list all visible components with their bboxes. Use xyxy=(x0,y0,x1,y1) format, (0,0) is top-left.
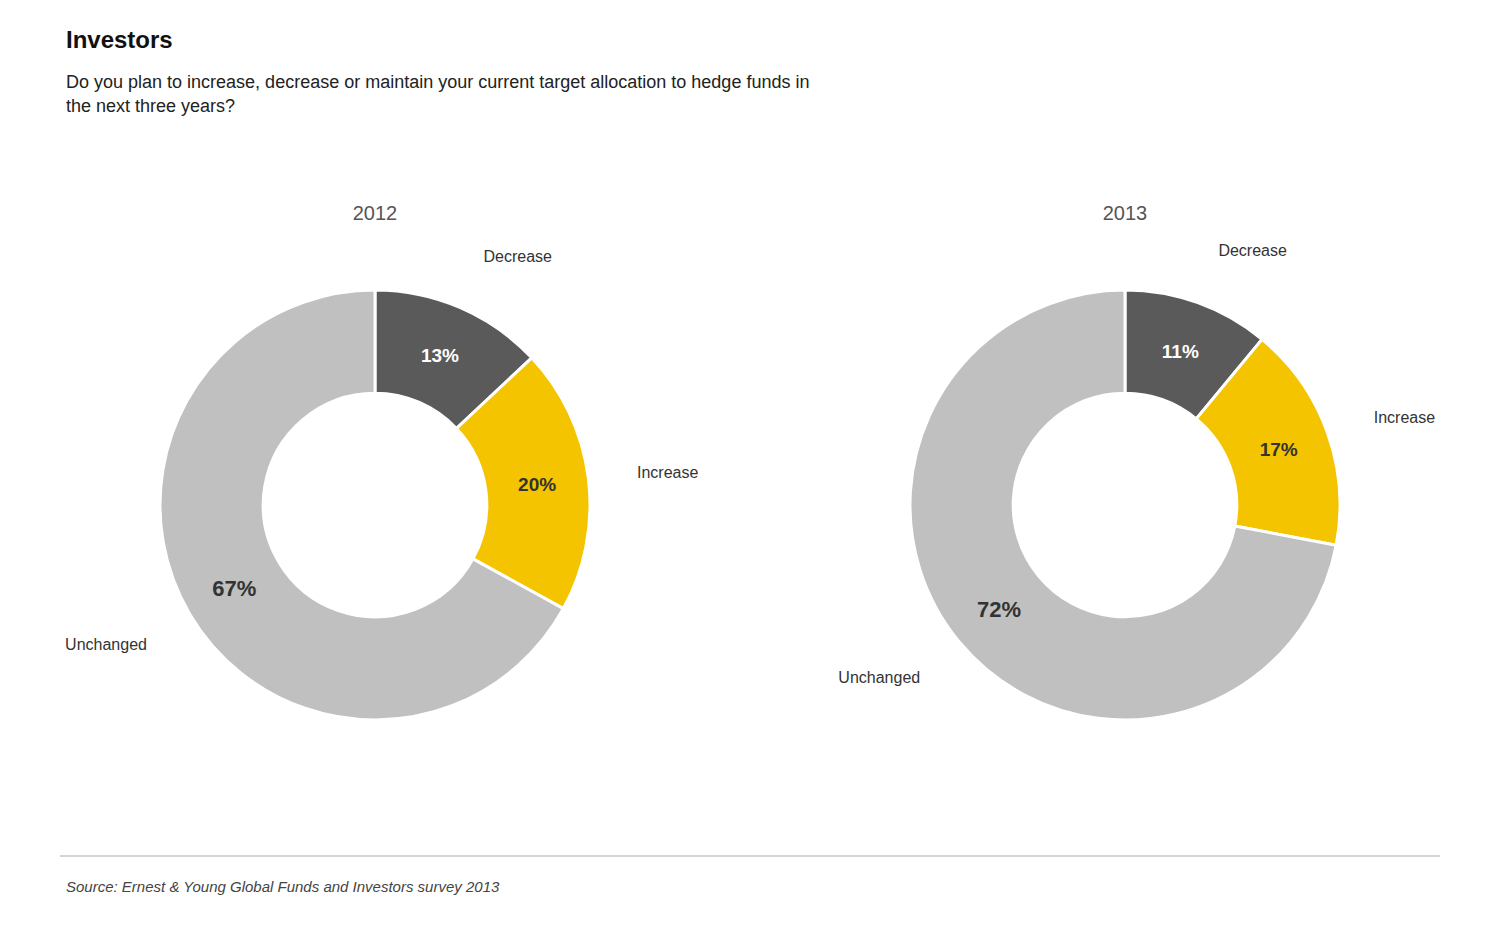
category-label: Decrease xyxy=(483,248,552,265)
donut-panel: 2013 11% Decrease 17% Increase 72% Unchanged xyxy=(838,202,1435,720)
data-label: 11% xyxy=(1162,341,1199,362)
background xyxy=(0,0,1500,934)
separator xyxy=(60,856,1440,857)
data-label: 13% xyxy=(421,345,459,366)
source-note: Source: Ernest & Young Global Funds and … xyxy=(66,878,500,895)
subtitle-line: the next three years? xyxy=(66,96,235,116)
title: Investors xyxy=(66,26,173,53)
donut-panel: 2012 13% Decrease 20% Increase 67% Unchanged xyxy=(65,202,698,720)
category-label: Unchanged xyxy=(65,636,147,653)
data-label: 72% xyxy=(977,597,1021,622)
donut-slice xyxy=(1196,339,1340,545)
data-label: 67% xyxy=(212,576,256,601)
chart-title: 2013 xyxy=(1103,202,1148,224)
chart-title: 2012 xyxy=(353,202,398,224)
data-label: 17% xyxy=(1260,439,1298,460)
category-label: Increase xyxy=(637,464,698,481)
donut-slice xyxy=(160,290,563,720)
chart-svg: Investors Do you plan to increase, decrea… xyxy=(0,0,1500,934)
category-label: Unchanged xyxy=(838,669,920,686)
subtitle: Do you plan to increase, decrease or mai… xyxy=(66,72,809,116)
data-label: 20% xyxy=(518,474,556,495)
chart-container: Investors Do you plan to increase, decrea… xyxy=(0,0,1500,934)
donut-slice xyxy=(910,290,1336,720)
category-label: Increase xyxy=(1374,409,1435,426)
category-label: Decrease xyxy=(1218,242,1287,259)
subtitle-line: Do you plan to increase, decrease or mai… xyxy=(66,72,809,92)
